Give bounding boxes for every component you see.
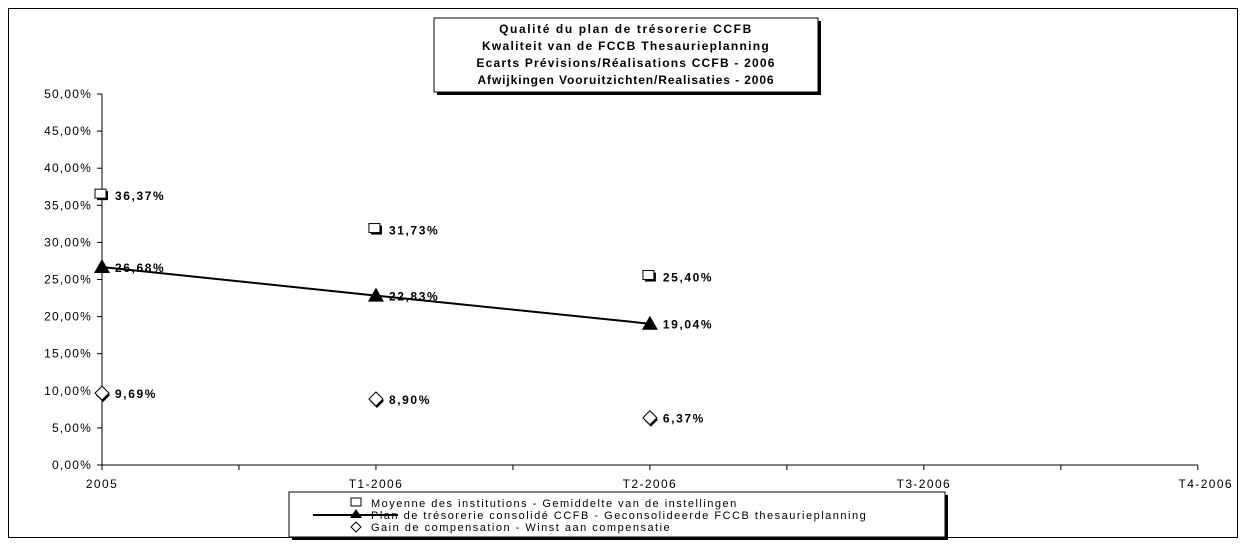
plot-area: 36,37% 31,73% 25,40% 26,68% 22,83% 19,04% 9,69… (94, 188, 713, 427)
data-label: 19,04% (663, 318, 713, 332)
data-point (367, 287, 384, 302)
y-tick-label: 40,00% (44, 161, 92, 175)
y-tick-label: 25,00% (44, 273, 92, 287)
y-tick-label: 20,00% (44, 310, 92, 324)
marker-square (642, 270, 655, 281)
series-2: 26,68% 22,83% 19,04% (94, 259, 713, 332)
data-point (368, 223, 382, 235)
legend-entry-3: Gain de compensation - Winst aan compens… (350, 521, 671, 534)
y-tick-label: 0,00% (52, 458, 92, 472)
marker-diamond (642, 410, 658, 426)
chart-title-box: Qualité du plan de trésorerie CCFB Kwali… (433, 17, 821, 95)
marker-triangle (94, 259, 110, 274)
x-tick-label: T3-2006 (897, 477, 952, 491)
legend-entry-2: Plan de trésorerie consolidé CCFB - Geco… (313, 509, 867, 522)
x-tick-label: 2005 (86, 477, 118, 491)
x-tick-label: T1-2006 (349, 477, 404, 491)
data-point (94, 259, 110, 274)
chart-frame (8, 8, 1238, 538)
marker-diamond (368, 391, 384, 407)
data-point (94, 188, 108, 201)
chart-title-line-1: Qualité du plan de trésorerie CCFB (499, 22, 753, 36)
legend-entry-1: Moyenne des institutions - Gemiddelte va… (350, 497, 738, 510)
marker-square (94, 188, 107, 199)
marker-square (368, 223, 381, 234)
data-point (642, 410, 658, 427)
chart-title-line-3: Ecarts Prévisions/Réalisations CCFB - 20… (476, 56, 775, 70)
legend-label: Moyenne des institutions - Gemiddelte va… (371, 498, 738, 510)
x-tick-label: T4-2006 (1179, 477, 1234, 491)
legend-marker-diamond (350, 521, 362, 533)
data-point (368, 391, 384, 408)
legend-box (288, 491, 946, 538)
marker-triangle (367, 287, 384, 302)
title-box (433, 17, 819, 93)
chart-title-line-4: Afwijkingen Vooruitzichten/Realisaties -… (477, 73, 774, 87)
data-label: 36,37% (115, 189, 165, 203)
data-label: 8,90% (389, 393, 431, 407)
data-label: 31,73% (389, 224, 439, 238)
x-tick-label: T2-2006 (623, 477, 678, 491)
y-tick-label: 5,00% (52, 421, 92, 435)
data-label: 25,40% (663, 271, 713, 285)
data-label: 9,69% (115, 387, 157, 401)
series-3: 9,69% 8,90% 6,37% (94, 385, 705, 427)
data-label: 6,37% (663, 412, 705, 426)
data-point (641, 315, 658, 330)
data-point (94, 385, 110, 403)
legend-marker-triangle (350, 509, 362, 518)
series-1: 36,37% 31,73% 25,40% (94, 188, 713, 285)
axes: 0,00% 5,00% 10,00% 15,00% 20,00% 25,00% 30,00%… (44, 87, 1234, 491)
legend: Moyenne des institutions - Gemiddelte va… (288, 491, 948, 540)
legend-items: Moyenne des institutions - Gemiddelte va… (313, 497, 867, 534)
chart-title-line-2: Kwaliteit van de FCCB Thesaurieplanning (482, 39, 770, 53)
y-tick-label: 35,00% (44, 198, 92, 212)
legend-label: Gain de compensation - Winst aan compens… (371, 522, 671, 534)
data-label: 22,83% (389, 290, 439, 304)
y-tick-label: 50,00% (44, 87, 92, 101)
marker-diamond (94, 385, 110, 401)
y-tick-label: 45,00% (44, 124, 92, 138)
y-tick-label: 30,00% (44, 235, 92, 249)
legend-label: Plan de trésorerie consolidé CCFB - Geco… (371, 510, 867, 522)
data-label: 26,68% (115, 261, 165, 275)
marker-triangle (641, 315, 658, 330)
y-tick-label: 10,00% (44, 384, 92, 398)
data-point (642, 270, 656, 282)
legend-marker-square (350, 497, 362, 507)
y-tick-label: 15,00% (44, 347, 92, 361)
